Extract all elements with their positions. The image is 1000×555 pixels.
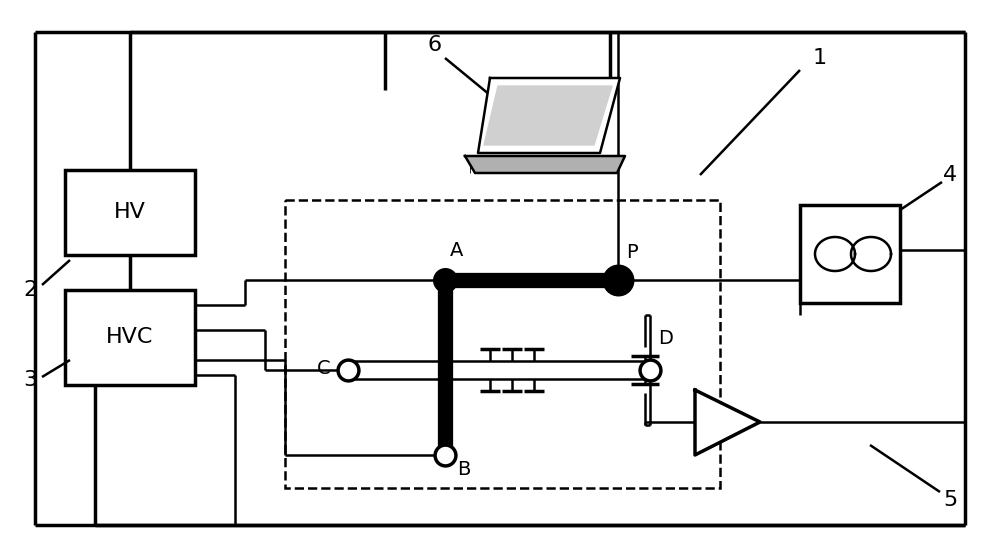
Bar bbox=[65, 170, 195, 255]
Text: 6: 6 bbox=[428, 35, 442, 55]
Polygon shape bbox=[478, 78, 620, 153]
Text: 2: 2 bbox=[23, 280, 37, 300]
Bar bbox=[800, 205, 900, 303]
Polygon shape bbox=[484, 86, 612, 145]
Text: D: D bbox=[658, 329, 673, 348]
Text: A: A bbox=[450, 241, 463, 260]
Polygon shape bbox=[465, 156, 625, 173]
Text: 5: 5 bbox=[943, 490, 957, 510]
Text: 1: 1 bbox=[813, 48, 827, 68]
Text: HV: HV bbox=[114, 202, 146, 222]
Text: C: C bbox=[316, 359, 330, 377]
Text: HVC: HVC bbox=[106, 327, 154, 347]
Text: B: B bbox=[457, 460, 470, 479]
Polygon shape bbox=[695, 390, 760, 455]
Text: P: P bbox=[626, 243, 638, 262]
Bar bbox=[65, 290, 195, 385]
Text: 3: 3 bbox=[23, 370, 37, 390]
Bar bbox=[285, 200, 720, 488]
Text: 4: 4 bbox=[943, 165, 957, 185]
